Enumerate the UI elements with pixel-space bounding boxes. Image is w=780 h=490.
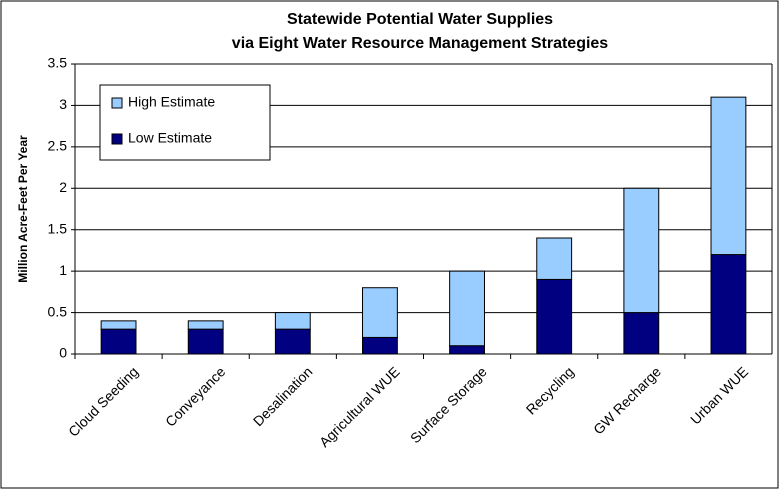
bar-segment xyxy=(100,328,137,355)
y-tick-label: 1 xyxy=(59,262,67,278)
bar-segment xyxy=(710,254,747,355)
bar-segment xyxy=(100,320,137,330)
bar-segment xyxy=(449,270,485,347)
chart-title: Statewide Potential Water Supplies xyxy=(287,11,553,28)
chart-subtitle: via Eight Water Resource Management Stra… xyxy=(232,35,609,52)
y-tick-label: 3 xyxy=(59,96,67,112)
legend-swatch xyxy=(111,133,123,145)
bar-segment xyxy=(536,278,573,355)
y-tick-label: 2 xyxy=(59,179,67,195)
bar-segment xyxy=(187,328,224,355)
bar-segment xyxy=(362,287,398,338)
legend-label: High Estimate xyxy=(128,94,215,110)
bar-segment xyxy=(710,96,747,256)
bar-segment xyxy=(274,312,311,330)
bar-segment xyxy=(274,328,311,355)
bar-segment xyxy=(449,345,485,355)
legend-swatch xyxy=(111,97,123,109)
y-tick-label: 0.5 xyxy=(48,303,68,319)
bar-segment xyxy=(536,237,573,280)
y-axis-label: Million Acre-Feet Per Year xyxy=(16,135,30,283)
bar-segment xyxy=(362,336,398,355)
bar-segment xyxy=(187,320,224,330)
legend-label: Low Estimate xyxy=(128,130,212,146)
y-tick-label: 1.5 xyxy=(48,220,68,236)
y-tick-label: 2.5 xyxy=(48,138,68,154)
bar-segment xyxy=(623,187,660,314)
legend-box xyxy=(99,84,271,161)
y-tick-label: 3.5 xyxy=(48,55,68,71)
bar-segment xyxy=(623,312,660,355)
y-tick-label: 0 xyxy=(59,345,67,361)
